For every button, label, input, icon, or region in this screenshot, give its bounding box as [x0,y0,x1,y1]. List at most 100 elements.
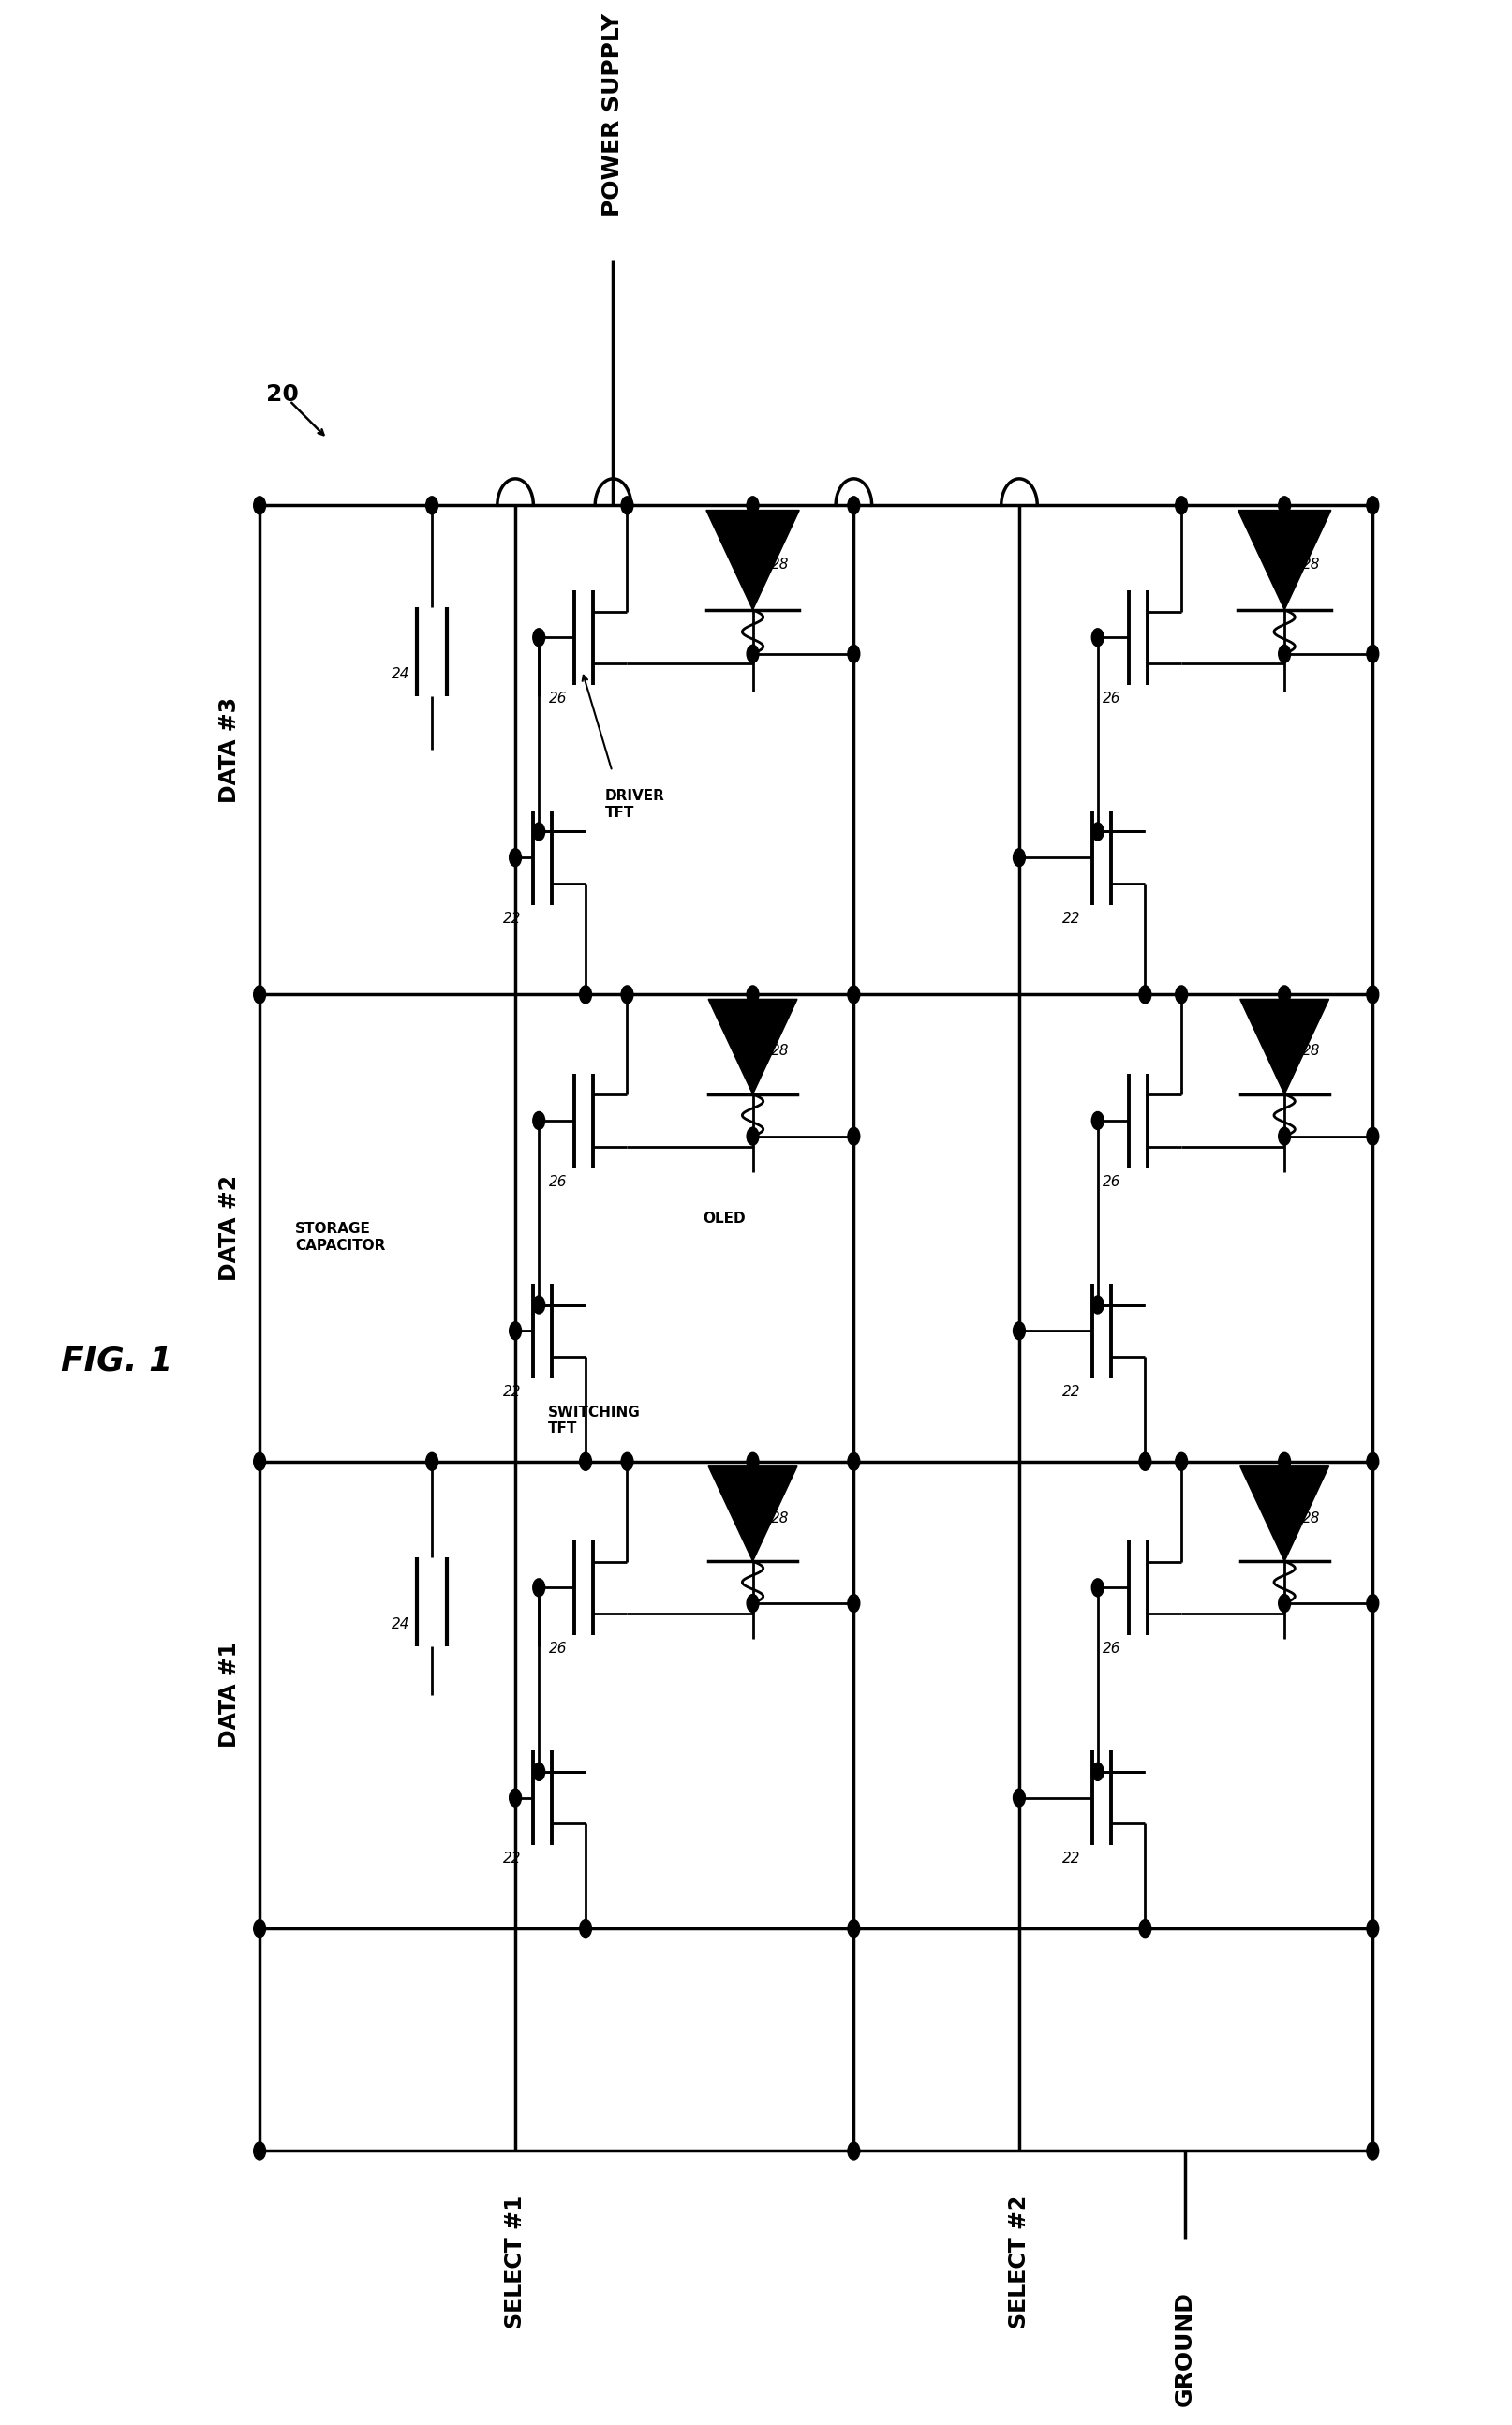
Circle shape [1092,628,1104,647]
Text: 28: 28 [771,1045,789,1057]
Text: POWER SUPPLY: POWER SUPPLY [602,12,624,216]
Polygon shape [706,509,800,609]
Circle shape [579,985,591,1004]
Text: 22: 22 [502,1385,522,1399]
Text: 26: 26 [549,1174,567,1188]
Circle shape [621,985,634,1004]
Circle shape [621,1453,634,1470]
Circle shape [1092,1111,1104,1130]
Polygon shape [1240,999,1329,1094]
Text: 26: 26 [549,691,567,706]
Circle shape [848,497,860,514]
Circle shape [1367,645,1379,662]
Circle shape [848,985,860,1004]
Circle shape [747,985,759,1004]
Circle shape [1139,1921,1151,1938]
Circle shape [1279,1593,1291,1613]
Polygon shape [1238,509,1331,609]
Text: DATA #2: DATA #2 [218,1176,240,1280]
Circle shape [848,2141,860,2161]
Text: DATA #1: DATA #1 [218,1642,240,1748]
Circle shape [1139,1453,1151,1470]
Circle shape [747,1453,759,1470]
Circle shape [1092,1579,1104,1596]
Circle shape [1367,497,1379,514]
Polygon shape [708,999,797,1094]
Text: 22: 22 [502,1853,522,1865]
Text: 26: 26 [1104,1642,1122,1656]
Circle shape [1279,645,1291,662]
Circle shape [848,1128,860,1145]
Circle shape [1279,1128,1291,1145]
Text: 28: 28 [1302,1045,1321,1057]
Circle shape [747,1128,759,1145]
Circle shape [848,645,860,662]
Text: 22: 22 [502,912,522,926]
Text: 26: 26 [1104,691,1122,706]
Text: 24: 24 [392,1617,410,1632]
Circle shape [1367,2141,1379,2161]
Circle shape [848,1921,860,1938]
Circle shape [848,1593,860,1613]
Polygon shape [708,1467,797,1562]
Text: SWITCHING
TFT: SWITCHING TFT [547,1406,641,1436]
Circle shape [579,1921,591,1938]
Circle shape [747,645,759,662]
Circle shape [532,1295,544,1314]
Circle shape [1279,1453,1291,1470]
Circle shape [1279,497,1291,514]
Circle shape [1175,1453,1187,1470]
Text: 28: 28 [771,1511,789,1525]
Circle shape [426,497,438,514]
Circle shape [747,497,759,514]
Circle shape [532,1111,544,1130]
Circle shape [510,849,522,866]
Circle shape [510,1790,522,1807]
Circle shape [1092,822,1104,841]
Text: FIG. 1: FIG. 1 [60,1346,172,1377]
Circle shape [848,1453,860,1470]
Circle shape [532,628,544,647]
Text: OLED: OLED [703,1212,745,1225]
Circle shape [1279,985,1291,1004]
Circle shape [1367,1593,1379,1613]
Circle shape [1013,849,1025,866]
Circle shape [426,1453,438,1470]
Circle shape [1139,985,1151,1004]
Text: 22: 22 [1063,1385,1081,1399]
Text: DATA #3: DATA #3 [218,696,240,803]
Circle shape [254,985,266,1004]
Circle shape [621,497,634,514]
Polygon shape [1240,1467,1329,1562]
Circle shape [254,1921,266,1938]
Text: 26: 26 [1104,1174,1122,1188]
Text: DRIVER
TFT: DRIVER TFT [605,788,664,820]
Text: SELECT #1: SELECT #1 [503,2195,526,2328]
Text: 22: 22 [1063,912,1081,926]
Text: 28: 28 [1302,558,1321,572]
Text: 28: 28 [771,558,789,572]
Circle shape [1092,1763,1104,1780]
Circle shape [254,2141,266,2161]
Text: 26: 26 [549,1642,567,1656]
Circle shape [532,1579,544,1596]
Circle shape [747,1593,759,1613]
Text: GROUND: GROUND [1173,2292,1196,2406]
Circle shape [1013,1322,1025,1339]
Circle shape [254,1453,266,1470]
Circle shape [1175,985,1187,1004]
Circle shape [1367,1453,1379,1470]
Circle shape [532,1763,544,1780]
Circle shape [1175,497,1187,514]
Text: 20: 20 [266,383,298,405]
Circle shape [579,1453,591,1470]
Circle shape [254,497,266,514]
Circle shape [1367,1921,1379,1938]
Text: SELECT #2: SELECT #2 [1009,2195,1031,2328]
Text: 28: 28 [1302,1511,1321,1525]
Circle shape [1092,1295,1104,1314]
Circle shape [510,1322,522,1339]
Text: STORAGE
CAPACITOR: STORAGE CAPACITOR [295,1222,386,1254]
Circle shape [1013,1790,1025,1807]
Text: 22: 22 [1063,1853,1081,1865]
